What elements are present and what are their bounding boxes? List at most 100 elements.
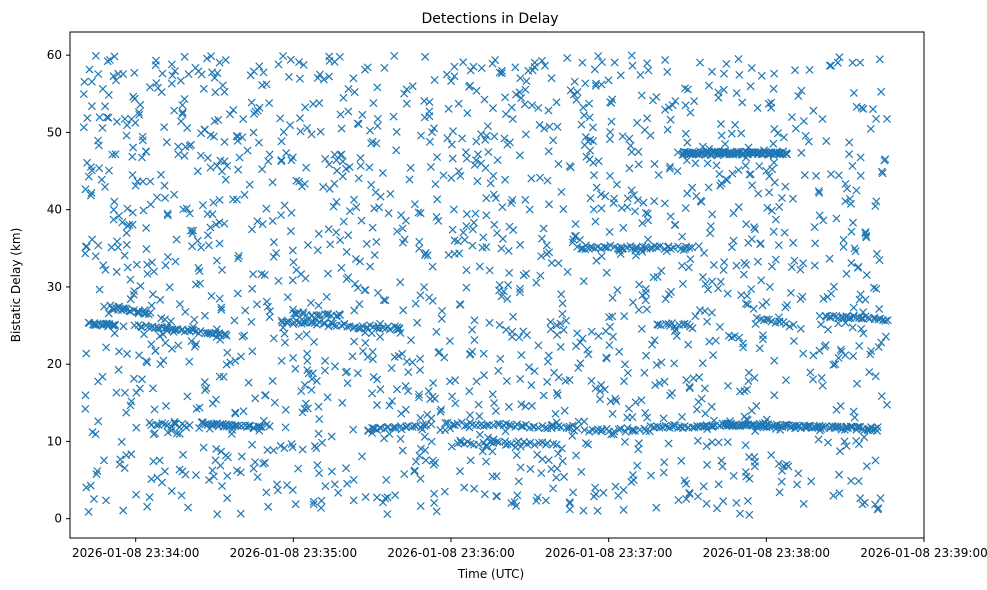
detection-marker bbox=[834, 314, 843, 323]
detection-marker bbox=[101, 496, 111, 505]
detection-marker bbox=[381, 494, 390, 503]
detection-marker bbox=[470, 335, 479, 345]
detection-marker bbox=[432, 507, 441, 516]
detection-marker bbox=[569, 90, 578, 99]
detection-marker bbox=[373, 121, 382, 131]
detection-marker bbox=[876, 494, 885, 503]
detection-marker bbox=[221, 55, 230, 65]
detection-marker bbox=[336, 110, 345, 119]
detection-marker bbox=[445, 377, 454, 386]
detection-marker bbox=[682, 375, 691, 385]
detection-marker bbox=[521, 130, 530, 139]
detection-marker bbox=[248, 284, 257, 293]
detection-marker bbox=[420, 283, 429, 292]
detection-marker bbox=[295, 177, 304, 186]
detection-marker bbox=[502, 376, 511, 386]
detection-marker bbox=[156, 295, 165, 304]
detection-marker bbox=[288, 276, 297, 285]
detection-marker bbox=[281, 405, 290, 414]
detection-marker bbox=[470, 160, 479, 170]
detection-marker bbox=[349, 425, 358, 434]
detection-marker bbox=[249, 109, 259, 118]
detection-marker bbox=[516, 463, 525, 472]
detection-marker bbox=[717, 131, 726, 140]
detection-marker bbox=[128, 220, 137, 229]
detection-marker bbox=[190, 342, 199, 351]
detection-marker bbox=[214, 115, 223, 124]
y-tick-label: 10 bbox=[47, 434, 62, 448]
detection-marker bbox=[540, 124, 549, 133]
detection-marker bbox=[754, 189, 763, 198]
detection-marker bbox=[790, 66, 800, 75]
detection-marker bbox=[741, 299, 750, 308]
detection-marker bbox=[591, 79, 601, 88]
detection-marker bbox=[566, 86, 575, 95]
detection-marker bbox=[497, 292, 506, 301]
detection-marker bbox=[357, 216, 366, 225]
detection-marker bbox=[591, 483, 600, 492]
detection-marker bbox=[474, 400, 483, 409]
detection-marker bbox=[829, 491, 838, 500]
detection-marker bbox=[734, 166, 743, 175]
detection-marker bbox=[209, 132, 218, 141]
detection-marker bbox=[804, 137, 813, 146]
detection-marker bbox=[847, 227, 856, 236]
detection-marker bbox=[416, 474, 425, 483]
detection-marker bbox=[637, 396, 646, 405]
detection-marker bbox=[185, 421, 194, 430]
detection-marker bbox=[131, 118, 140, 127]
detection-marker bbox=[702, 499, 711, 508]
detection-marker bbox=[344, 84, 353, 94]
detection-marker bbox=[482, 420, 491, 430]
detection-marker bbox=[219, 330, 229, 339]
detection-marker bbox=[597, 252, 606, 261]
detection-marker bbox=[727, 129, 736, 138]
detection-marker bbox=[257, 422, 266, 432]
detection-marker bbox=[341, 368, 350, 377]
detection-marker bbox=[628, 61, 637, 70]
detection-marker bbox=[621, 427, 630, 436]
detection-marker bbox=[286, 121, 295, 130]
detection-marker bbox=[591, 217, 600, 226]
detection-marker bbox=[711, 336, 720, 345]
detection-marker bbox=[163, 324, 172, 333]
detection-marker bbox=[691, 159, 700, 168]
detection-marker bbox=[871, 456, 880, 465]
detection-marker bbox=[111, 150, 120, 159]
detection-marker bbox=[781, 376, 791, 385]
detection-marker bbox=[129, 290, 138, 299]
detection-marker bbox=[778, 466, 787, 475]
detection-marker bbox=[233, 421, 242, 430]
detection-marker bbox=[102, 113, 111, 122]
detection-marker bbox=[492, 229, 502, 238]
detection-marker bbox=[859, 308, 868, 317]
detection-marker bbox=[522, 330, 532, 340]
detection-marker bbox=[262, 420, 271, 429]
detection-marker bbox=[291, 364, 300, 373]
detection-marker bbox=[120, 464, 129, 473]
detection-marker bbox=[145, 83, 155, 92]
detection-marker bbox=[844, 314, 853, 323]
detection-marker bbox=[771, 255, 780, 264]
detection-marker bbox=[777, 193, 786, 203]
detection-marker bbox=[185, 209, 194, 218]
detection-marker bbox=[706, 222, 715, 231]
detection-marker bbox=[177, 491, 186, 500]
detection-marker bbox=[191, 471, 201, 480]
detection-marker bbox=[337, 263, 346, 272]
detection-marker bbox=[132, 490, 141, 499]
detection-marker bbox=[704, 183, 713, 192]
detection-marker bbox=[735, 509, 745, 518]
detection-marker bbox=[344, 107, 353, 116]
detection-marker bbox=[667, 388, 677, 398]
detection-marker bbox=[79, 123, 88, 132]
detection-marker bbox=[540, 61, 550, 70]
detection-marker bbox=[248, 440, 257, 449]
detection-marker bbox=[741, 161, 750, 170]
detection-marker bbox=[704, 81, 714, 90]
detection-marker bbox=[771, 215, 780, 224]
detection-marker bbox=[342, 464, 351, 473]
detection-marker bbox=[661, 55, 670, 65]
detection-marker bbox=[673, 167, 682, 176]
